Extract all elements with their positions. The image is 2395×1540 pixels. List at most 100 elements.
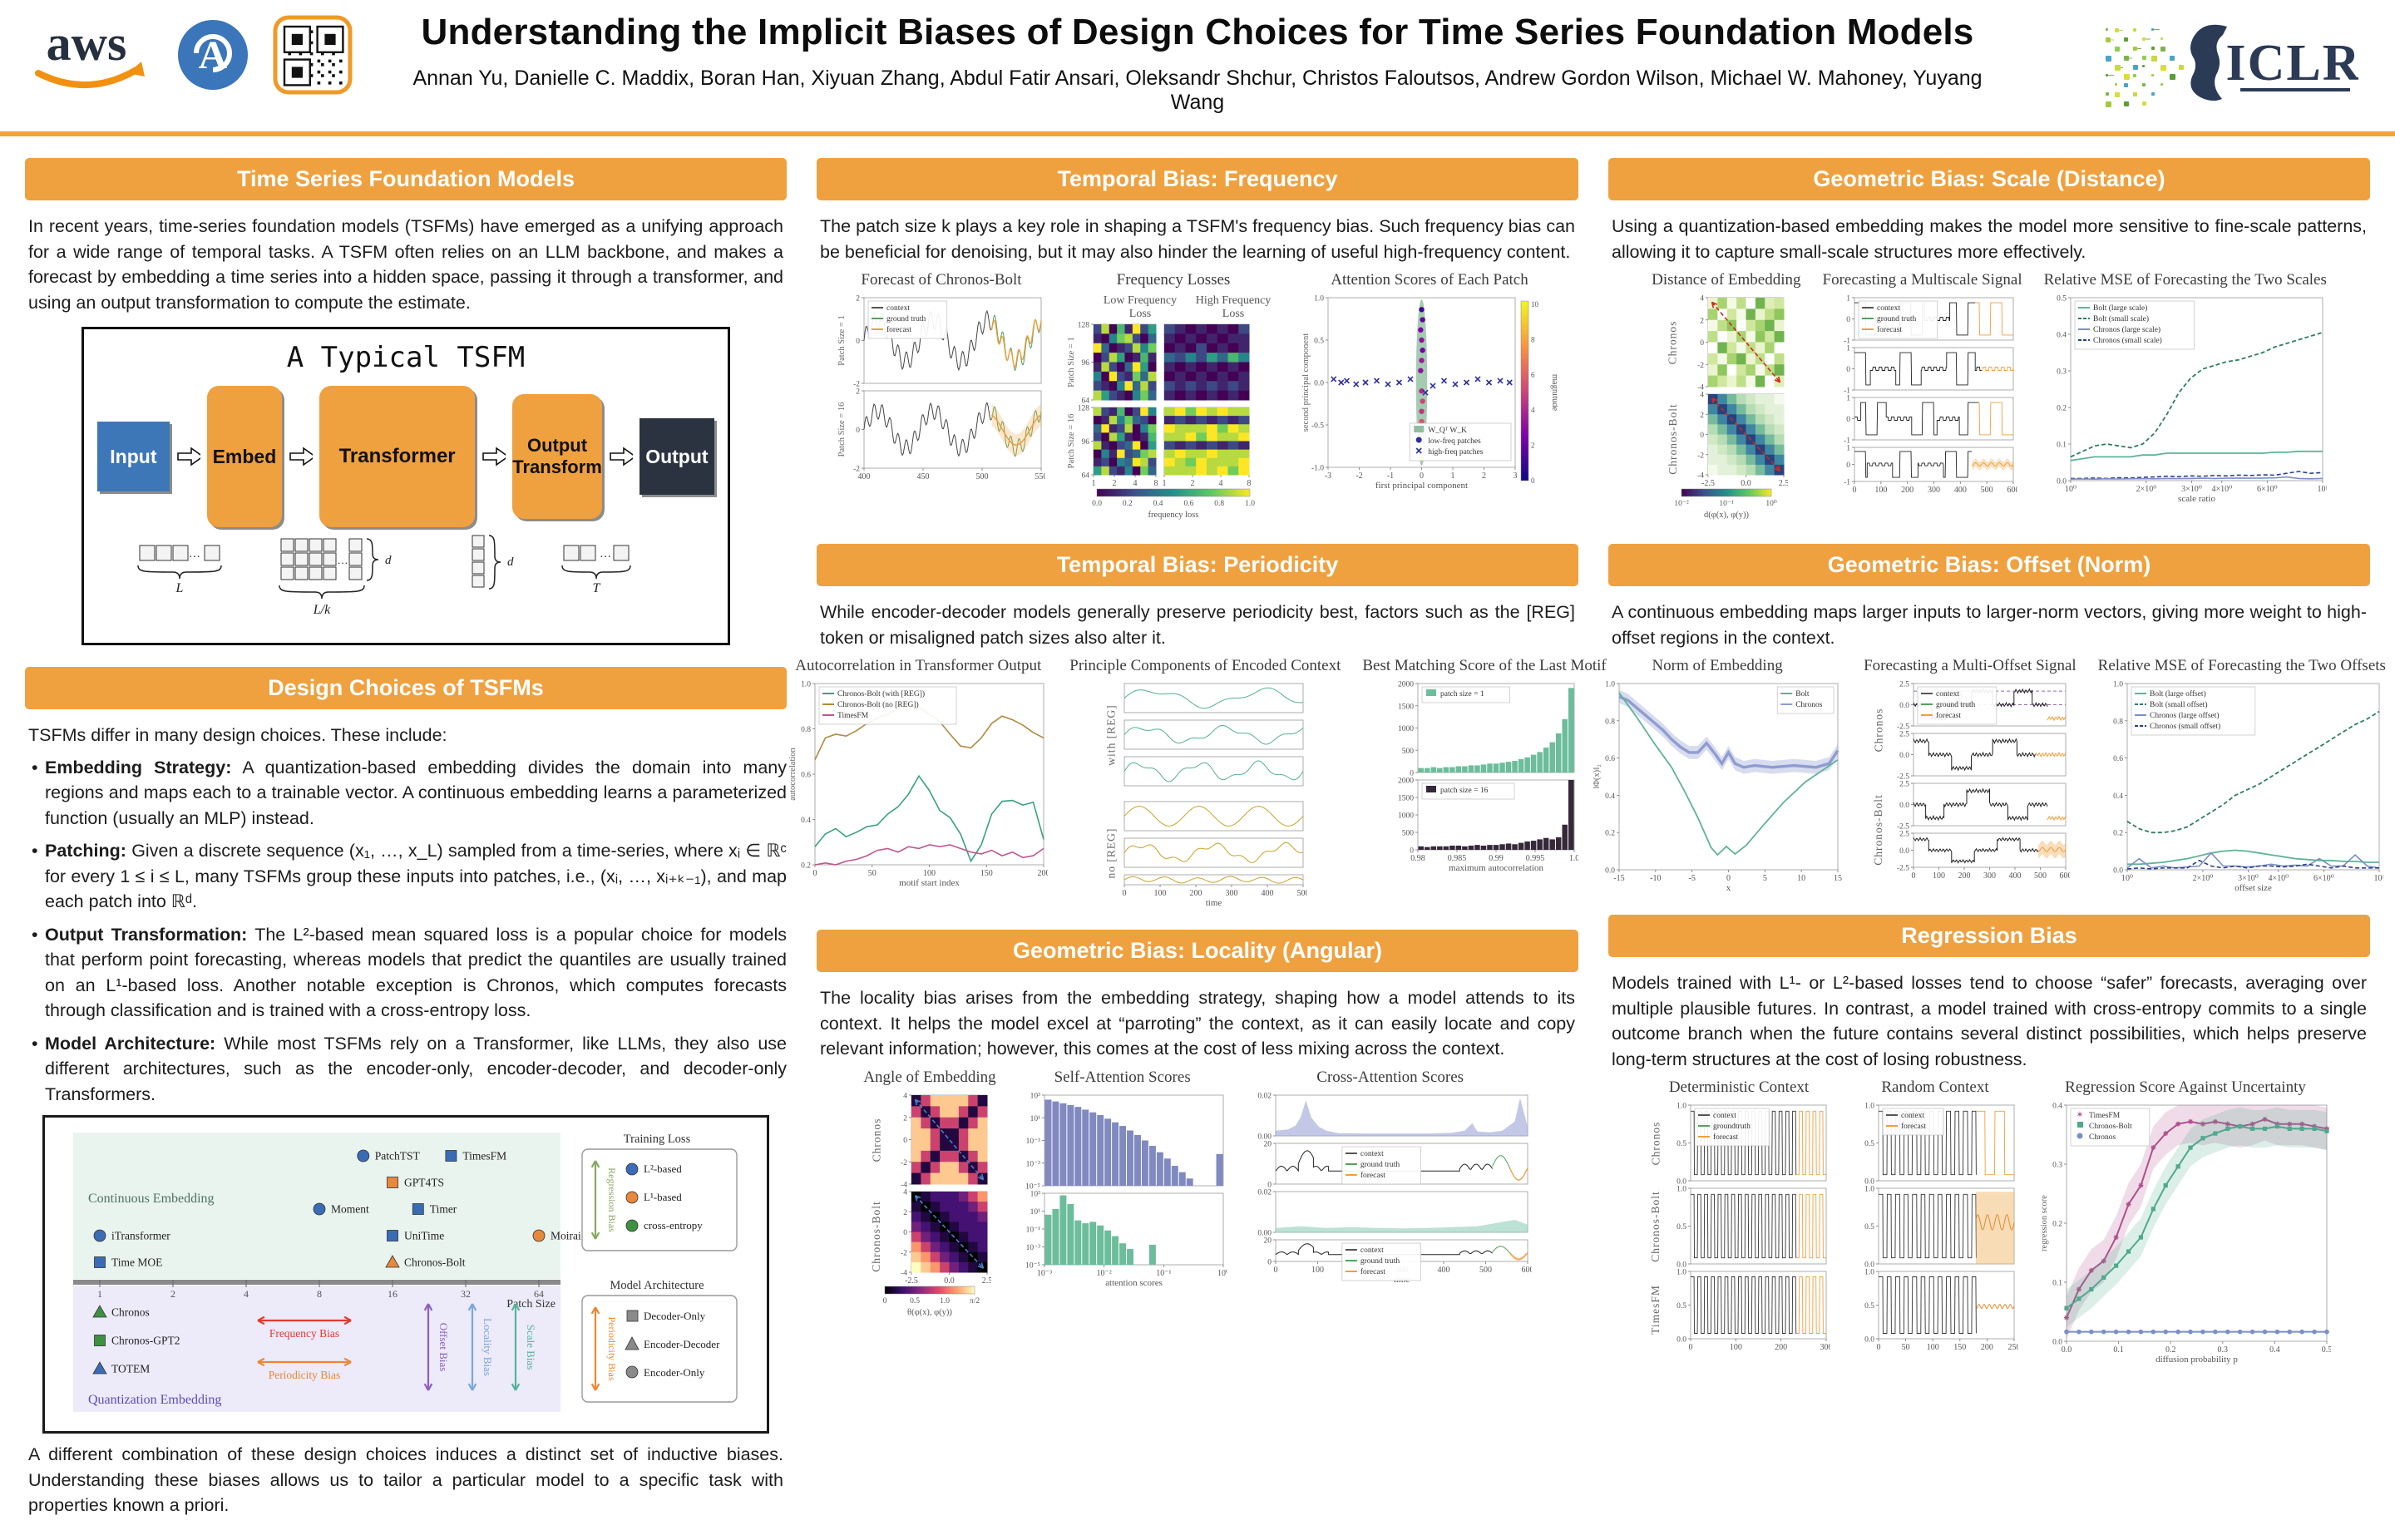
aws-logo-icon: aws — [28, 12, 153, 102]
svg-text:✶: ✶ — [2076, 1110, 2083, 1120]
svg-text:TOTEM: TOTEM — [111, 1363, 150, 1375]
svg-text:4×10⁰: 4×10⁰ — [2268, 874, 2289, 883]
svg-text:200: 200 — [1038, 869, 1049, 878]
regression-figure: Deterministic Context Chronos 1.0 0.5 0.0 con… — [1608, 1078, 2370, 1365]
svg-text:2000: 2000 — [1398, 777, 1414, 786]
colorbar: 10⁻² 10⁻¹ 10⁰ d(φ(x), φ(y)) — [1674, 488, 1777, 520]
section-offset: Geometric Bias: Offset (Norm) A continuo… — [1593, 544, 2386, 893]
svg-text:-1.0: -1.0 — [1311, 465, 1324, 473]
section-header-design-choices: Design Choices of TSFMs — [25, 667, 787, 710]
svg-text:1: 1 — [1846, 445, 1850, 453]
figure-group: Angle of Embedding Chronos 4 2 0 -2 -4 Chronos-… — [863, 1069, 995, 1320]
svg-text:100: 100 — [1874, 486, 1887, 494]
svg-text:patch size = 16: patch size = 16 — [1440, 787, 1489, 795]
section-frequency: Temporal Bias: Frequency The patch size … — [817, 158, 1578, 522]
svg-text:1: 1 — [1846, 395, 1850, 403]
svg-text:0.02: 0.02 — [1257, 1092, 1272, 1100]
svg-text:1.0: 1.0 — [940, 1297, 950, 1306]
svg-text:500: 500 — [1980, 486, 1993, 494]
svg-text:0.1: 0.1 — [2057, 442, 2067, 450]
svg-text:1500: 1500 — [1398, 795, 1414, 803]
svg-text:0: 0 — [1700, 432, 1704, 440]
figure-group: Cross-Attention Scores 0.02 0.00 20 0 context… — [1249, 1069, 1532, 1285]
figure-group: Forecasting a Multi-Offset Signal Chronos… — [1864, 657, 2076, 881]
svg-text:0.8: 0.8 — [1214, 500, 1224, 508]
svg-text:0.0: 0.0 — [1864, 1178, 1874, 1186]
chart-panel: 0.02 0.00 — [1257, 1188, 1528, 1236]
chart-panel: 0 50 100 150 200 1.0 0.8 0.6 0.4 0.2 motif start i… — [788, 681, 1049, 889]
svg-text:…: … — [600, 548, 611, 560]
svg-text:0.02: 0.02 — [1257, 1188, 1272, 1197]
svg-text:0.6: 0.6 — [2113, 755, 2123, 763]
chart-panel — [1163, 323, 1250, 401]
svg-text:-2: -2 — [853, 466, 860, 474]
chart-panel: 10⁻³10⁻²10⁻¹10⁰10³10¹10⁻¹10⁻³10⁻⁵attenti… — [1025, 1190, 1227, 1288]
svg-text:300: 300 — [1820, 1343, 1831, 1351]
svg-text:ground truth: ground truth — [1936, 701, 1975, 709]
svg-text:2: 2 — [170, 1288, 175, 1300]
svg-text:ground truth: ground truth — [1877, 315, 1916, 323]
svg-text:2.5: 2.5 — [1899, 831, 1909, 839]
svg-text:d(φ(x), φ(y)): d(φ(x), φ(y)) — [1704, 511, 1750, 520]
svg-text:0: 0 — [1410, 847, 1414, 856]
figure-group: Distance of Embedding Chronos 4 2 0 -2 -4 Chron… — [1652, 271, 1800, 522]
svg-text:1.0: 1.0 — [1676, 1186, 1686, 1194]
svg-text:10⁰: 10⁰ — [2121, 874, 2133, 883]
frequency-text: The patch size k plays a key role in sha… — [820, 216, 1575, 262]
chart-panel: -15 -10 -5 0 5 10 15 1.0 0.8 0.6 0.4 0.2 0.0 x ‖Φ(x)‖₂… — [1593, 681, 1842, 894]
diagram-token-strip: … L … d L/k d … T — [97, 532, 714, 629]
svg-text:-1: -1 — [1387, 471, 1394, 481]
chart-panel: 2.5 0.0 -2.5 — [1897, 731, 2067, 780]
svg-text:0: 0 — [1911, 871, 1915, 880]
svg-text:6×10⁰: 6×10⁰ — [2314, 874, 2334, 883]
svg-text:0.5: 0.5 — [1676, 1140, 1686, 1148]
svg-text:1.0: 1.0 — [1314, 295, 1324, 304]
figure-group: Forecasting a Multiscale Signal 1 0 -1 conte… — [1822, 271, 2022, 495]
svg-text:0.0: 0.0 — [1314, 380, 1324, 388]
svg-text:10³: 10³ — [1030, 1092, 1040, 1100]
diagram-box-transformer: Transformer — [319, 386, 476, 528]
header-divider — [0, 131, 2395, 136]
offset-text: A continuous embedding maps larger input… — [1612, 602, 2367, 648]
column-left: Time Series Foundation Models In recent … — [25, 158, 787, 1540]
svg-text:Time MOE: Time MOE — [111, 1256, 162, 1269]
svg-text:0.2: 0.2 — [1605, 830, 1615, 838]
design-choice-item: Model Architecture: While most TSFMs rel… — [32, 1031, 787, 1108]
svg-text:0: 0 — [1420, 471, 1424, 481]
svg-text:64: 64 — [1082, 472, 1090, 481]
svg-text:0: 0 — [903, 1137, 907, 1145]
svg-text:‖Φ(x)‖₂: ‖Φ(x)‖₂ — [1593, 764, 1602, 789]
svg-text:10⁻²: 10⁻² — [1674, 500, 1689, 508]
svg-text:10³: 10³ — [1030, 1190, 1040, 1198]
svg-text:forecast: forecast — [1360, 1267, 1385, 1276]
figure-group: Attention Scores of Each Patch -3 -2 -1 0 1 2 3… — [1301, 271, 1558, 491]
column-right: Geometric Bias: Scale (Distance) Using a… — [1593, 158, 2386, 1540]
svg-text:diffusion probability p: diffusion probability p — [2156, 1355, 2238, 1365]
svg-text:L¹-based: L¹-based — [644, 1191, 682, 1203]
svg-text:0.5: 0.5 — [910, 1297, 920, 1306]
diagram-box-output: Output — [639, 418, 715, 496]
svg-text:low-freq patches: low-freq patches — [1428, 437, 1481, 446]
svg-text:aws: aws — [47, 16, 127, 71]
svg-text:0.0: 0.0 — [1741, 479, 1751, 487]
svg-text:96: 96 — [1082, 438, 1090, 447]
chart-panel: 4 2 0 -2 -4 — [1697, 295, 1785, 391]
section-header-offset: Geometric Bias: Offset (Norm) — [1608, 544, 2370, 587]
svg-text:0.0: 0.0 — [1864, 1261, 1874, 1269]
svg-text:2.5: 2.5 — [982, 1276, 991, 1285]
chart-panel: 2000 1500 1000 500 0 patch size = 1 — [1398, 681, 1574, 777]
svg-text:0.00: 0.00 — [1257, 1133, 1272, 1140]
svg-text:400: 400 — [2008, 871, 2021, 880]
svg-text:π/2: π/2 — [970, 1297, 980, 1306]
svg-text:GPT4TS: GPT4TS — [404, 1177, 444, 1189]
svg-text:Quantization Embedding: Quantization Embedding — [88, 1393, 221, 1407]
svg-text:0.98: 0.98 — [1410, 854, 1425, 863]
svg-text:patch size = 1: patch size = 1 — [1440, 690, 1484, 698]
svg-text:100: 100 — [1933, 871, 1945, 880]
svg-text:-1: -1 — [1844, 479, 1850, 487]
svg-text:-15: -15 — [1613, 874, 1624, 883]
svg-text:0.0: 0.0 — [1605, 867, 1615, 876]
chart-panel — [1123, 719, 1304, 750]
design-choices-intro: TSFMs differ in many design choices. The… — [28, 725, 447, 746]
svg-text:100: 100 — [1311, 1266, 1324, 1275]
